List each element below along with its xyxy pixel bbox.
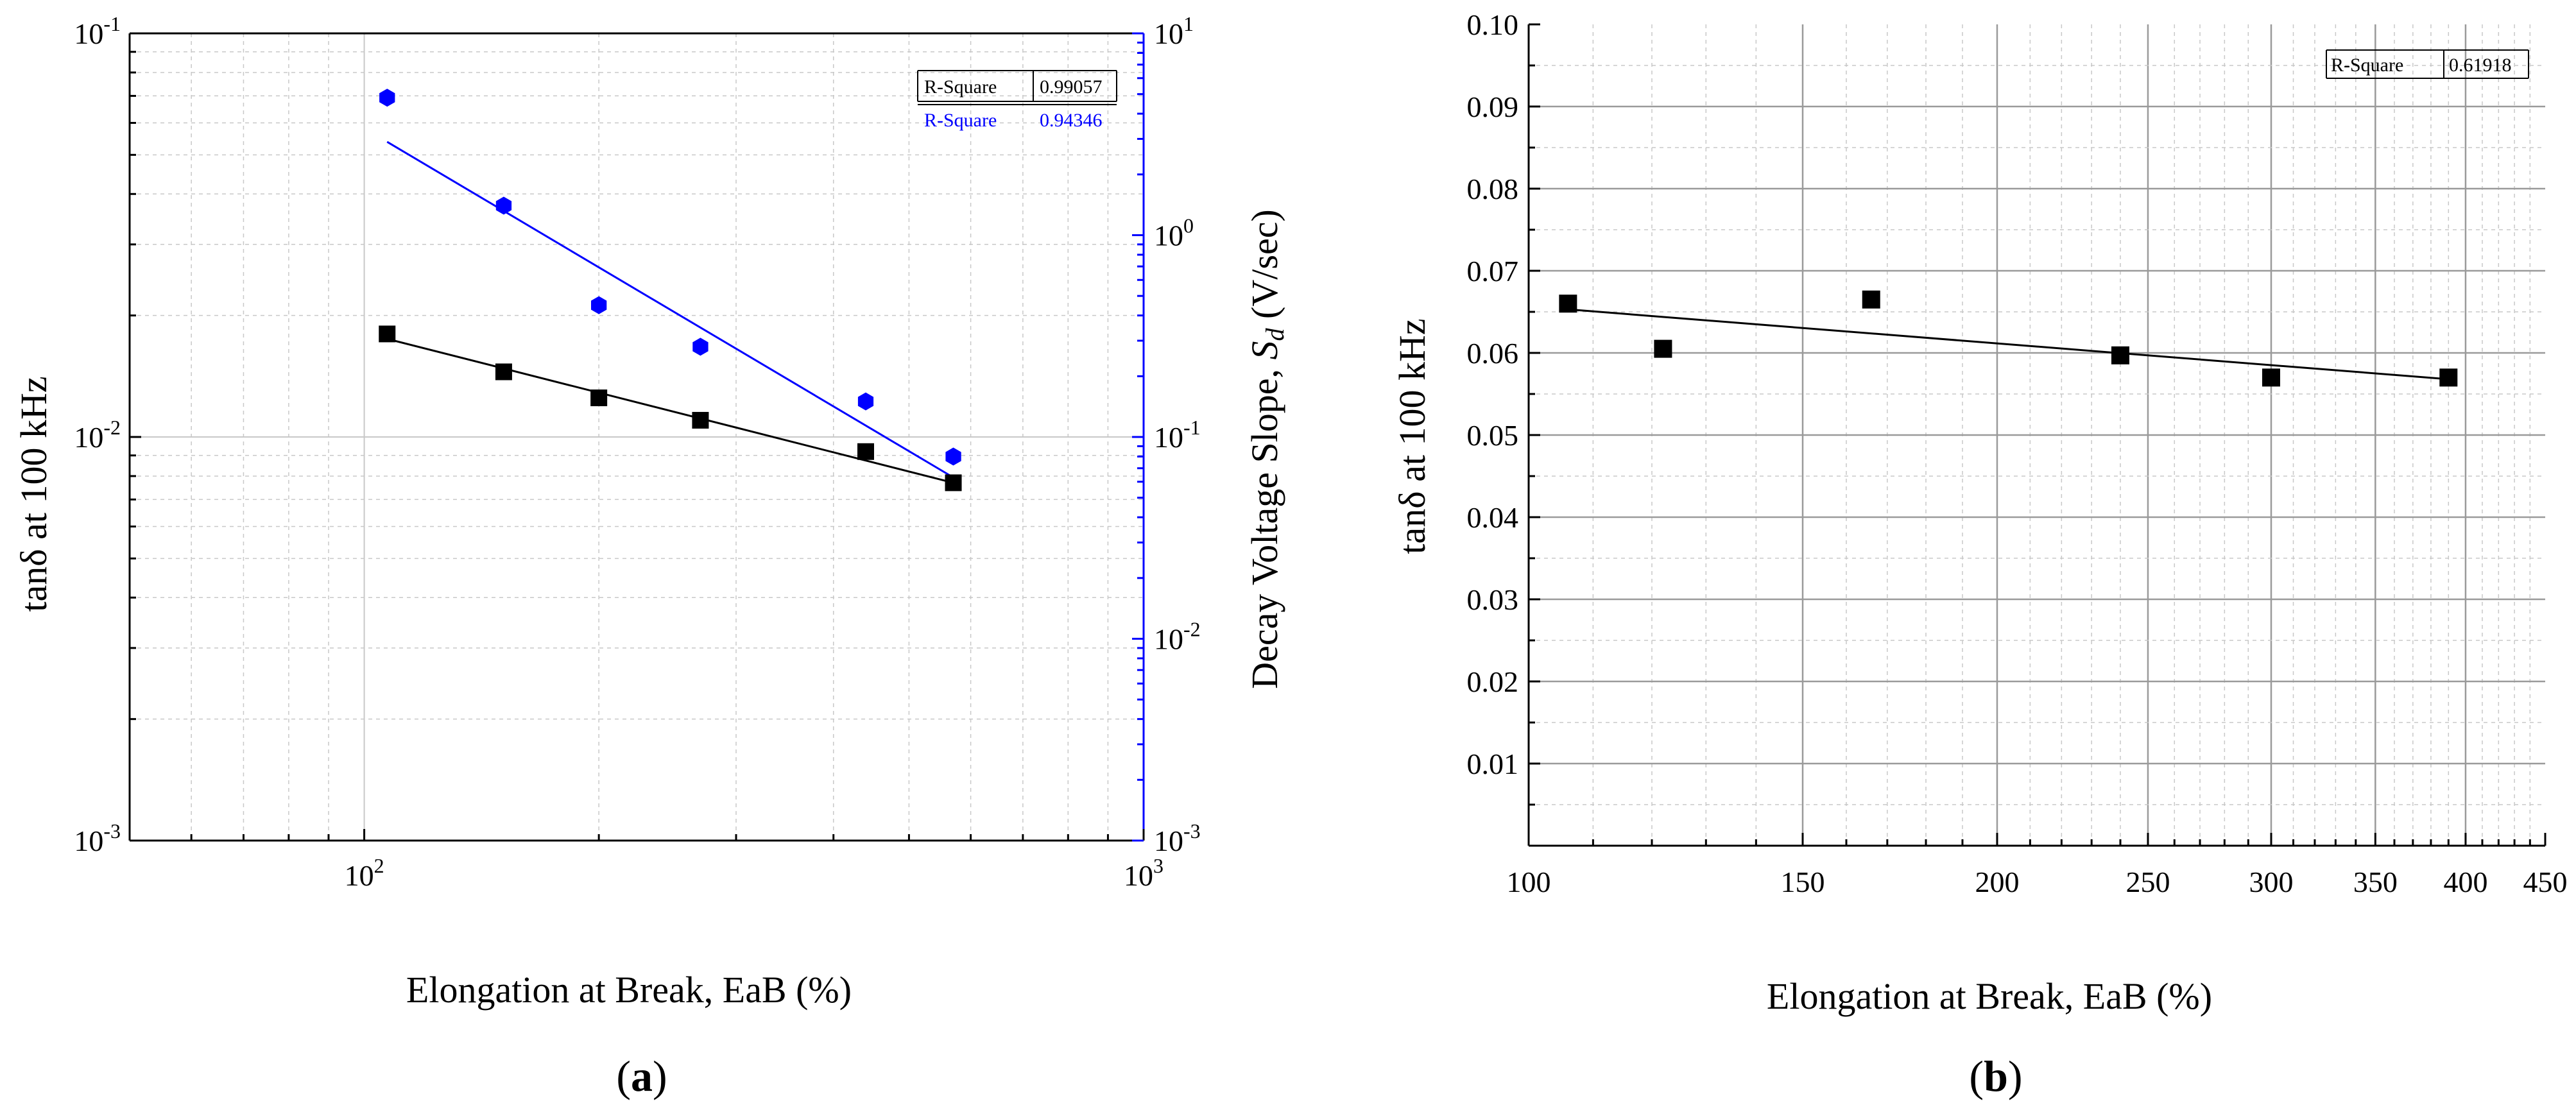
panel-b-x-tick-label: 150: [1781, 866, 1825, 898]
panel-a-right-tick-label: 10-3: [1154, 819, 1201, 857]
panel-a-point-square: [945, 474, 962, 492]
panel-a-point-square: [495, 363, 512, 380]
panel-b-y-tick-label: 0.09: [1467, 90, 1519, 123]
panel-b-y-tick-label: 0.06: [1467, 337, 1519, 370]
panel-a-point-hexagon: [857, 392, 874, 411]
panel-a-x-axis-title: Elongation at Break, EaB (%): [406, 969, 852, 1011]
panel-a-x-tick-label: 102: [345, 854, 384, 892]
panel-a-fit-line-1: [386, 338, 954, 484]
panel-b-point-square: [2111, 346, 2129, 364]
panel-a-caption: (a): [616, 1052, 667, 1100]
panel-b-grid: [1529, 24, 2545, 846]
panel-b-rsq-label: R-Square: [2331, 55, 2403, 76]
panel-b-x-tick-label: 400: [2443, 866, 2487, 898]
panel-b-y-tick-label: 0.03: [1467, 583, 1519, 616]
panel-a-x-tick-label: 103: [1124, 854, 1163, 892]
panel-a-point-square: [692, 411, 709, 429]
panel-a-point-square: [379, 325, 396, 343]
panel-a-left-tick-label: 10-1: [74, 12, 121, 50]
panel-b-x-axis-title: Elongation at Break, EaB (%): [1767, 975, 2212, 1017]
panel-b-y-tick-label: 0.04: [1467, 501, 1519, 534]
panel-a-left-tick-label: 10-3: [74, 819, 121, 857]
panel-a-point-hexagon: [945, 447, 961, 466]
panel-b-point-square: [1559, 295, 1577, 313]
panel-b-x-tick-label: 250: [2125, 866, 2170, 898]
panel-a-point-hexagon: [495, 196, 512, 215]
panel-a-right-tick-label: 10-1: [1154, 416, 1201, 454]
panel-b-y-tick-label: 0.10: [1467, 8, 1519, 41]
panel-b-point-square: [2262, 368, 2280, 387]
panel-a-right-tick-label: 100: [1154, 214, 1194, 252]
panel-b-caption: (b): [1969, 1052, 2022, 1100]
panel-b-y-tick-label: 0.08: [1467, 173, 1519, 205]
panel-a-point-hexagon: [591, 296, 607, 314]
panel-b-x-tick-label: 350: [2353, 866, 2398, 898]
panel-a-right-tick-label: 101: [1154, 12, 1194, 50]
panel-b-fit-lines: [1568, 308, 2449, 380]
panel-a-fit-lines: [386, 141, 954, 484]
panel-a-left-tick-label: 10-2: [74, 416, 121, 454]
panel-b-rsquare-box: R-Square 0.61918: [2326, 49, 2529, 79]
panel-a-point-hexagon: [692, 338, 708, 356]
panel-a-right-axis-title: Decay Voltage Slope, Sd (V/sec): [1244, 209, 1289, 689]
panel-b: 0.01 0.02 0.03 0.04 0.05 0.06 0.07 0.08 0.09 0.10…: [1391, 8, 2568, 1100]
panel-a-markers: [379, 89, 962, 492]
panel-b-y-axis-title: tanδ at 100 kHz: [1391, 318, 1433, 554]
panel-b-point-square: [2439, 368, 2458, 387]
panel-a-fit-line-2: [386, 141, 954, 479]
panel-b-x-tick-label: 300: [2249, 866, 2293, 898]
panel-a-grid: [129, 33, 1144, 841]
panel-a-point-hexagon: [379, 89, 395, 107]
panel-a-left-axis-title: tanδ at 100 kHz: [13, 376, 55, 611]
panel-b-y-tick-label: 0.02: [1467, 665, 1519, 698]
panel-b-x-tick-label: 450: [2523, 866, 2568, 898]
panel-b-rsq-value: 0.61918: [2449, 55, 2512, 76]
panel-a-rsq2-value: 0.94346: [1040, 110, 1103, 131]
panel-a-point-square: [857, 443, 875, 460]
panel-b-fit-line-1: [1568, 308, 2449, 380]
panel-a-rsq1-value: 0.99057: [1040, 76, 1103, 98]
panel-b-y-tick-label: 0.07: [1467, 255, 1519, 287]
panel-a-right-tick-label: 10-2: [1154, 618, 1201, 656]
panel-b-tick-labels: 0.01 0.02 0.03 0.04 0.05 0.06 0.07 0.08 0.09 0.10…: [1467, 8, 2568, 898]
panel-b-point-square: [1654, 339, 1672, 358]
panel-b-y-tick-label: 0.01: [1467, 748, 1519, 780]
panel-a-axes: [128, 32, 1145, 842]
panel-b-axes: [1527, 23, 2546, 847]
panel-b-x-tick-label: 200: [1975, 866, 2019, 898]
panel-b-point-square: [1862, 290, 1880, 309]
panel-a-rsquare-box: R-Square 0.99057 R-Square 0.94346: [917, 70, 1117, 131]
panel-a-point-square: [590, 389, 608, 407]
panel-a-rsq2-label: R-Square: [924, 110, 997, 131]
panel-b-y-tick-label: 0.05: [1467, 419, 1519, 452]
panel-b-markers: [1559, 290, 2458, 387]
panel-a-rsq1-label: R-Square: [924, 76, 997, 98]
panel-b-x-tick-label: 100: [1507, 866, 1551, 898]
